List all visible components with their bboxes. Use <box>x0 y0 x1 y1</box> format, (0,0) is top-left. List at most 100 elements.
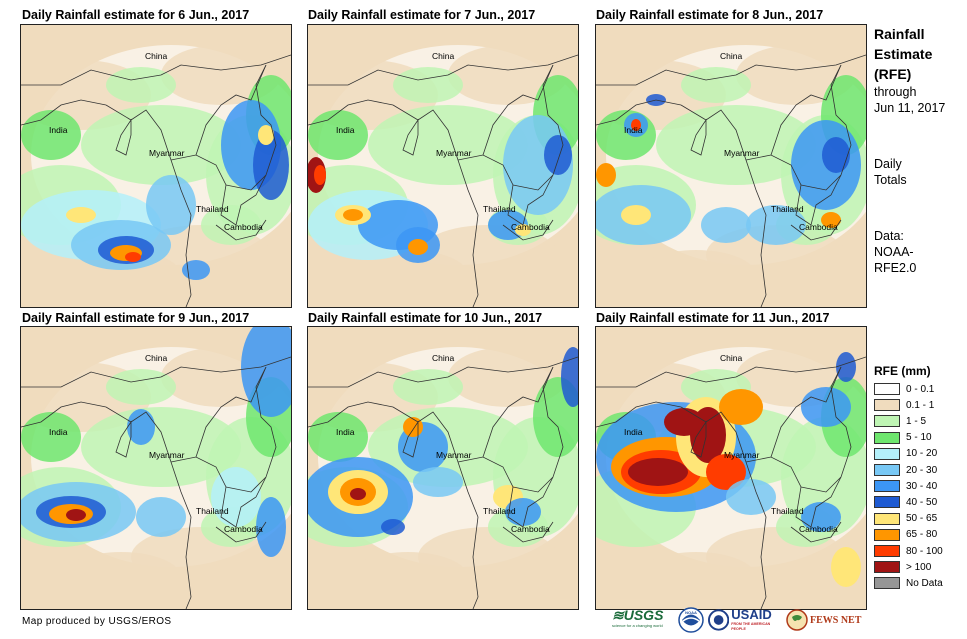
legend-label: 5 - 10 <box>906 432 932 444</box>
map-label-thailand: Thailand <box>483 506 516 516</box>
legend-swatch <box>874 512 900 525</box>
legend-item: 1 - 5 <box>874 414 926 428</box>
noaa-icon: NOAA <box>678 607 704 633</box>
sidebar-info: Rainfall Estimate (RFE) through Jun 11, … <box>874 24 945 276</box>
legend-label: > 100 <box>906 561 932 573</box>
country-border <box>105 104 192 307</box>
rain-area <box>258 125 274 145</box>
rain-area <box>393 369 463 405</box>
map-label-china: China <box>432 353 454 363</box>
rain-area <box>636 552 756 602</box>
usgs-logo: ≋USGS science for a changing world <box>612 607 674 633</box>
country-border <box>482 366 554 458</box>
country-border <box>457 64 564 226</box>
map-label-myanmar: Myanmar <box>149 148 185 158</box>
usgs-logo-text: ≋USGS <box>612 607 664 623</box>
rain-area <box>628 458 688 486</box>
rain-area <box>736 45 856 105</box>
country-border <box>21 99 107 126</box>
rain-area <box>350 488 366 500</box>
rainfall-map-1: China India Myanmar Thailand Cambodia <box>20 24 292 308</box>
legend-swatch <box>874 383 900 395</box>
legend-label: 40 - 50 <box>906 496 938 508</box>
rainfall-map-6: China India Myanmar Thailand Cambodia <box>595 326 867 610</box>
country-border <box>596 99 682 126</box>
map-canvas: China India Myanmar Thailand Cambodia <box>21 327 291 609</box>
legend-item: 0.1 - 1 <box>874 398 934 412</box>
map-label-myanmar: Myanmar <box>724 450 760 460</box>
map-canvas: China India Myanmar Thailand Cambodia <box>596 25 866 307</box>
map-label-china: China <box>145 51 167 61</box>
usaid-logo-text: USAID <box>731 607 772 622</box>
map-label-china: China <box>720 51 742 61</box>
country-border <box>21 54 291 86</box>
rainfall-map-3: China India Myanmar Thailand Cambodia <box>595 24 867 308</box>
legend-swatch <box>874 577 900 590</box>
legend-item: 0 - 0.1 <box>874 382 934 396</box>
rain-area <box>106 369 176 405</box>
country-border <box>800 174 842 191</box>
rain-area <box>81 105 241 185</box>
country-border <box>195 366 267 458</box>
map-label-myanmar: Myanmar <box>436 148 472 158</box>
rain-area <box>125 252 141 262</box>
rain-area <box>719 389 763 425</box>
legend-swatch <box>874 447 900 460</box>
fews-globe-icon <box>786 609 808 631</box>
country-border <box>170 64 277 226</box>
panel-title-5: Daily Rainfall estimate for 10 Jun., 201… <box>308 311 543 325</box>
map-label-cambodia: Cambodia <box>511 222 550 232</box>
country-border <box>690 118 707 156</box>
rain-area <box>308 110 368 160</box>
panel-title-4: Daily Rainfall estimate for 9 Jun., 2017 <box>22 311 250 325</box>
legend-item: No Data <box>874 576 943 590</box>
rain-area <box>726 479 776 515</box>
map-label-india: India <box>624 125 643 135</box>
legend-swatch <box>874 431 900 444</box>
sidebar-date: Jun 11, 2017 <box>874 101 946 115</box>
country-border <box>457 366 564 528</box>
legend-swatch <box>874 545 900 557</box>
map-label-china: China <box>145 353 167 363</box>
usgs-tagline: science for a changing world <box>612 623 663 628</box>
map-label-cambodia: Cambodia <box>224 524 263 534</box>
country-border <box>308 356 578 388</box>
fews-logo-text: FEWS NET <box>810 614 862 626</box>
rain-area <box>706 454 746 490</box>
rain-area <box>106 67 176 103</box>
country-border <box>482 64 554 156</box>
rain-area <box>127 409 155 445</box>
sidebar-title-line3: (RFE) <box>874 66 912 82</box>
map-label-china: China <box>432 51 454 61</box>
country-border <box>800 476 842 493</box>
country-border <box>215 219 267 241</box>
map-canvas: China India Myanmar Thailand Cambodia <box>308 25 578 307</box>
rain-area <box>368 105 528 185</box>
rain-area <box>21 110 81 160</box>
legend-swatch <box>874 464 900 476</box>
map-label-india: India <box>336 125 355 135</box>
map-label-myanmar: Myanmar <box>436 450 472 460</box>
sidebar-daily-1: Daily <box>874 157 902 171</box>
rain-area <box>182 260 210 280</box>
map-label-thailand: Thailand <box>771 204 804 214</box>
sidebar-title-line1: Rainfall <box>874 26 925 42</box>
map-label-india: India <box>49 125 68 135</box>
usaid-tagline: FROM THE AMERICAN PEOPLE <box>731 622 771 631</box>
country-border <box>596 356 866 388</box>
country-border <box>115 118 132 156</box>
legend-label: 80 - 100 <box>906 545 943 557</box>
rain-area <box>448 45 568 105</box>
rain-area <box>505 498 541 526</box>
legend-label: 0.1 - 1 <box>906 399 935 411</box>
sidebar-daily-2: Totals <box>874 173 907 187</box>
rain-area <box>621 205 651 225</box>
rain-area <box>21 412 81 462</box>
map-label-thailand: Thailand <box>483 204 516 214</box>
rain-area <box>636 250 756 300</box>
map-label-india: India <box>49 427 68 437</box>
country-border <box>745 64 852 226</box>
map-label-myanmar: Myanmar <box>724 148 760 158</box>
legend-item: 10 - 20 <box>874 447 937 461</box>
sidebar-title-line2: Estimate <box>874 46 933 62</box>
